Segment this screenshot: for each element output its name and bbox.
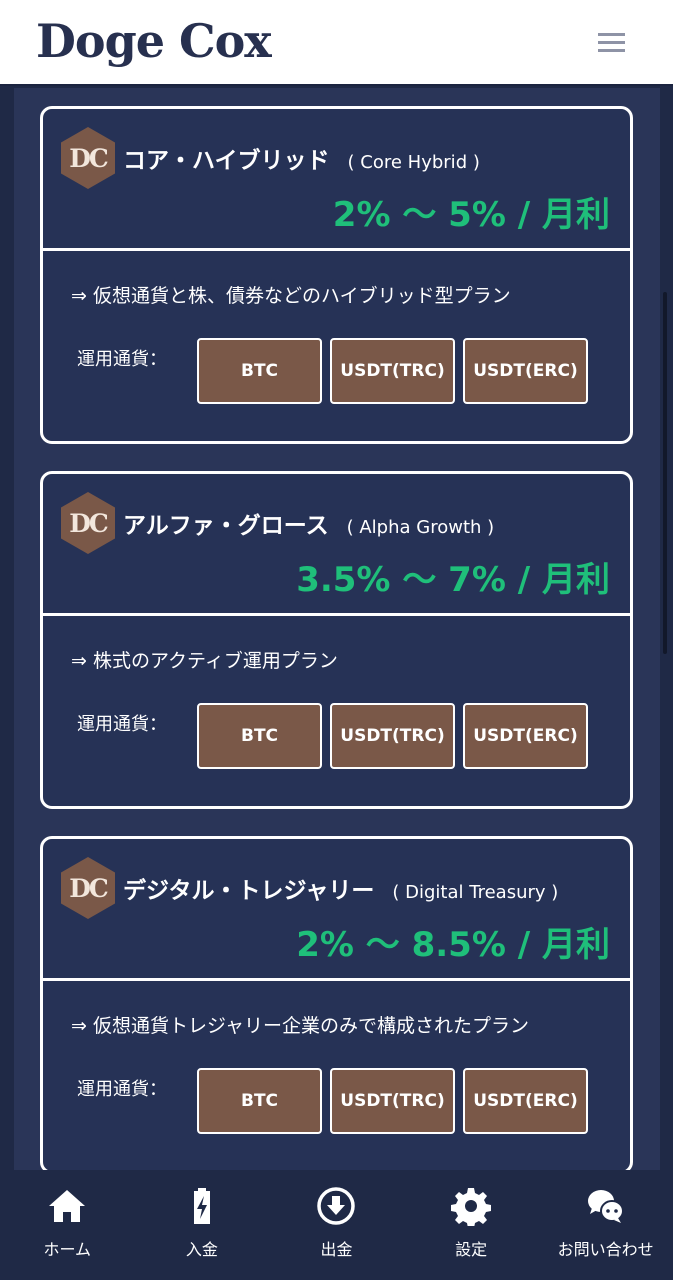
plan-name: デジタル・トレジャリー <box>123 878 375 904</box>
plan-rate: 2% 〜 5% / 月利 <box>332 195 610 235</box>
plan-rate: 2% 〜 8.5% / 月利 <box>296 925 610 965</box>
plan-header: DC アルファ・グロース ( Alpha Growth ) 3.5% 〜 7% /… <box>43 474 630 616</box>
currency-button[interactable]: USDT(TRC) <box>330 1068 455 1134</box>
plan-card: DC アルファ・グロース ( Alpha Growth ) 3.5% 〜 7% /… <box>40 471 633 809</box>
plan-card: DC コア・ハイブリッド ( Core Hybrid ) 2% 〜 5% / 月利… <box>40 106 633 444</box>
plan-card: DC デジタル・トレジャリー ( Digital Treasury ) 2% 〜 … <box>40 836 633 1174</box>
nav-label: 入金 <box>185 1240 218 1259</box>
plan-name: アルファ・グロース <box>123 513 329 539</box>
dc-logo-badge: DC <box>61 127 115 189</box>
nav-label: ホーム <box>43 1240 92 1259</box>
plan-description: ⇒ 仮想通貨と株、債券などのハイブリッド型プラン <box>71 285 511 307</box>
plan-subtitle: ( Alpha Growth ) <box>346 517 495 538</box>
plan-subtitle: ( Core Hybrid ) <box>347 152 480 173</box>
nav-label: 設定 <box>455 1240 488 1259</box>
currency-buttons: BTC USDT(TRC) USDT(ERC) <box>197 338 588 404</box>
currency-label: 運用通貨： <box>77 349 167 370</box>
nav-withdraw[interactable]: 出金 <box>269 1170 404 1280</box>
dc-logo-badge: DC <box>61 492 115 554</box>
chat-icon <box>587 1190 624 1223</box>
currency-button[interactable]: USDT(TRC) <box>330 703 455 769</box>
currency-button[interactable]: USDT(ERC) <box>463 338 588 404</box>
bottom-nav: ホーム 入金 出金 設定 お問い合わせ <box>0 1170 673 1280</box>
currency-buttons: BTC USDT(TRC) USDT(ERC) <box>197 703 588 769</box>
currency-button[interactable]: BTC <box>197 703 322 769</box>
plan-header: DC コア・ハイブリッド ( Core Hybrid ) 2% 〜 5% / 月利 <box>43 109 630 251</box>
battery-charge-icon <box>193 1188 210 1224</box>
nav-label: 出金 <box>320 1240 353 1259</box>
plan-title: デジタル・トレジャリー ( Digital Treasury ) <box>123 871 558 905</box>
header: Doge Cox <box>0 0 673 86</box>
nav-home[interactable]: ホーム <box>0 1170 135 1280</box>
download-circle-icon <box>317 1187 356 1225</box>
nav-contact[interactable]: お問い合わせ <box>538 1170 673 1280</box>
logo[interactable]: Doge Cox <box>36 14 272 68</box>
currency-button[interactable]: BTC <box>197 1068 322 1134</box>
currency-button[interactable]: USDT(ERC) <box>463 703 588 769</box>
currency-buttons: BTC USDT(TRC) USDT(ERC) <box>197 1068 588 1134</box>
plan-name: コア・ハイブリッド <box>123 148 330 174</box>
plan-header: DC デジタル・トレジャリー ( Digital Treasury ) 2% 〜 … <box>43 839 630 981</box>
plan-description: ⇒ 株式のアクティブ運用プラン <box>71 650 338 672</box>
currency-button[interactable]: BTC <box>197 338 322 404</box>
gear-icon <box>451 1188 492 1228</box>
hamburger-icon[interactable] <box>598 33 625 57</box>
nav-label: お問い合わせ <box>557 1240 654 1259</box>
plan-title: コア・ハイブリッド ( Core Hybrid ) <box>123 141 480 175</box>
dc-logo-badge: DC <box>61 857 115 919</box>
nav-deposit[interactable]: 入金 <box>135 1170 270 1280</box>
scrollbar[interactable] <box>663 292 667 654</box>
plan-title: アルファ・グロース ( Alpha Growth ) <box>123 506 494 540</box>
currency-label: 運用通貨： <box>77 714 167 735</box>
plan-description: ⇒ 仮想通貨トレジャリー企業のみで構成されたプラン <box>71 1015 530 1037</box>
plan-rate: 3.5% 〜 7% / 月利 <box>296 560 610 600</box>
nav-settings[interactable]: 設定 <box>404 1170 539 1280</box>
currency-label: 運用通貨： <box>77 1079 167 1100</box>
home-icon <box>49 1190 86 1222</box>
currency-button[interactable]: USDT(ERC) <box>463 1068 588 1134</box>
plan-subtitle: ( Digital Treasury ) <box>392 882 559 903</box>
currency-button[interactable]: USDT(TRC) <box>330 338 455 404</box>
